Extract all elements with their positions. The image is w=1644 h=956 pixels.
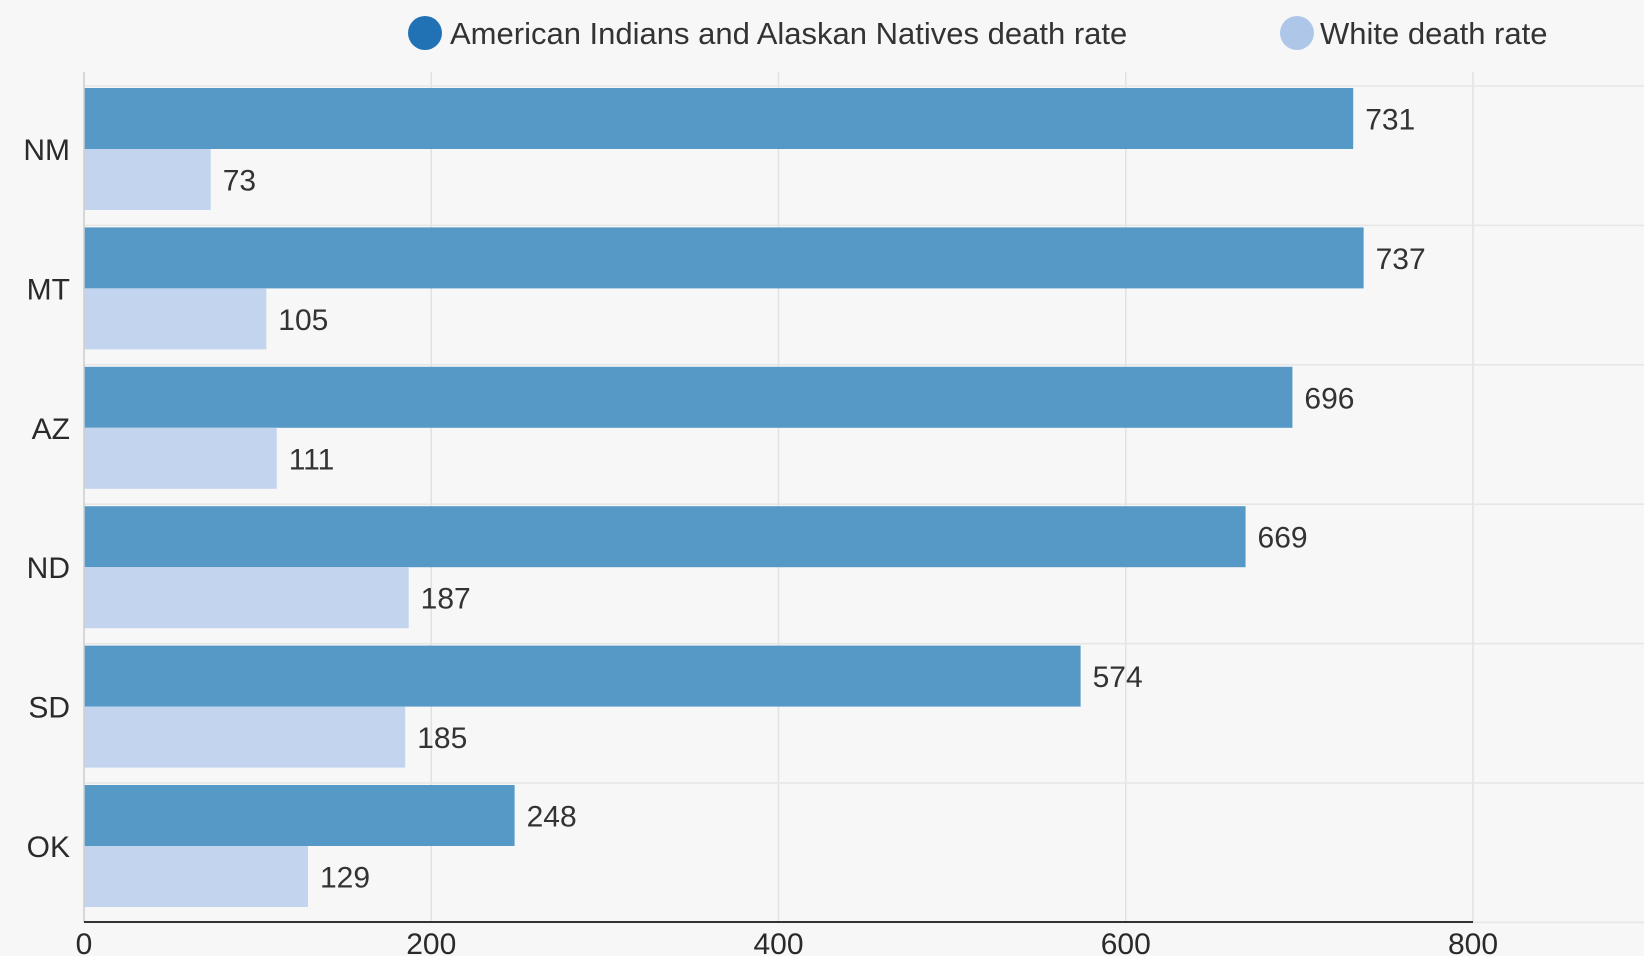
legend-label-1: American Indians and Alaskan Natives dea… xyxy=(450,16,1127,51)
bar-sd-series-2 xyxy=(84,706,406,768)
data-label-nm-series-1: 731 xyxy=(1365,104,1415,137)
data-label-ok-series-2: 129 xyxy=(320,862,370,895)
y-tick-label-mt: MT xyxy=(27,273,70,306)
x-tick-label-0: 0 xyxy=(76,928,93,956)
bar-nm-series-1 xyxy=(84,88,1354,149)
data-label-az-series-1: 696 xyxy=(1304,382,1354,415)
x-tick-label-3: 600 xyxy=(1101,928,1151,956)
x-tick-label-1: 200 xyxy=(406,928,456,956)
y-tick-label-ok: OK xyxy=(27,831,70,864)
legend-label-2: White death rate xyxy=(1320,16,1547,51)
data-label-nd-series-1: 669 xyxy=(1258,522,1308,555)
data-label-sd-series-2: 185 xyxy=(417,722,467,755)
bar-nd-series-1 xyxy=(84,506,1246,568)
legend-swatch-1 xyxy=(408,16,442,50)
y-tick-label-nm: NM xyxy=(23,134,70,167)
y-tick-label-nd: ND xyxy=(27,552,70,585)
bar-az-series-2 xyxy=(84,427,277,489)
bar-sd-series-1 xyxy=(84,645,1081,707)
bars-layer xyxy=(84,88,1364,907)
x-axis: NM MT AZ ND SD OK 0 200 400 600 800 xyxy=(23,72,1498,956)
bar-nm-series-2 xyxy=(84,149,211,210)
y-tick-label-az: AZ xyxy=(32,413,70,446)
legend: American Indians and Alaskan Natives dea… xyxy=(408,16,1547,51)
bar-ok-series-1 xyxy=(84,785,515,846)
bar-az-series-1 xyxy=(84,366,1293,428)
labels-layer: 731 73 737 105 696 111 669 187 574 185 248 129 xyxy=(223,104,1426,895)
data-label-nd-series-2: 187 xyxy=(421,583,471,616)
data-label-mt-series-2: 105 xyxy=(278,304,328,337)
bar-nd-series-2 xyxy=(84,567,409,629)
y-tick-label-sd: SD xyxy=(28,692,70,725)
data-label-nm-series-2: 73 xyxy=(223,165,256,198)
data-label-sd-series-1: 574 xyxy=(1093,661,1143,694)
x-tick-label-2: 400 xyxy=(753,928,803,956)
bar-ok-series-2 xyxy=(84,846,308,907)
x-tick-label-4: 800 xyxy=(1448,928,1498,956)
data-label-az-series-2: 111 xyxy=(289,443,335,476)
bar-mt-series-1 xyxy=(84,227,1364,289)
legend-swatch-2 xyxy=(1280,16,1314,50)
data-label-mt-series-1: 737 xyxy=(1376,243,1426,276)
bar-mt-series-2 xyxy=(84,288,267,350)
data-label-ok-series-1: 248 xyxy=(527,801,577,834)
